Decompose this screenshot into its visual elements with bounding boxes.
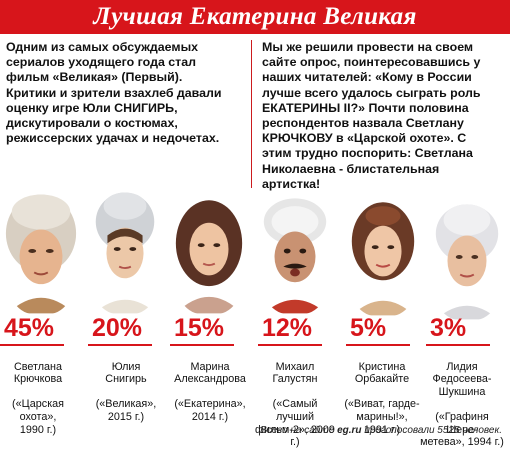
percent-underline xyxy=(170,344,234,346)
result-percent: 45% xyxy=(4,314,55,342)
result-percent: 5% xyxy=(350,314,387,342)
result-caption: Михаил Галустян («Самый лучший фильм-2»,… xyxy=(252,348,338,461)
film-credit: («Екатерина», 2014 г.) xyxy=(174,398,246,423)
actress-name: Светлана Крючкова xyxy=(13,360,63,386)
intro-left-text: Одним из самых обсуждаемых сериалов уход… xyxy=(6,40,222,146)
footer-prefix: Всего на сайте xyxy=(260,425,338,436)
result-percent: 3% xyxy=(430,314,467,342)
kristina-orbakaite-photo xyxy=(344,190,422,316)
film-credit: («Царская охота», 1990 г.) xyxy=(11,398,65,436)
result-caption: Юлия Снигирь («Великая», 2015 г.) xyxy=(86,348,166,436)
percent-underline xyxy=(0,344,64,346)
result-percent: 15% xyxy=(174,314,225,342)
yulia-snigir-photo xyxy=(86,188,164,314)
percent-underline xyxy=(258,344,322,346)
vote-count-note: Всего на сайте eg.ru проголосовали 5525 … xyxy=(260,425,502,436)
actress-name: Кристина Орбакайте xyxy=(354,360,410,386)
result-caption: Кристина Орбакайте («Виват, гарде- марин… xyxy=(340,348,424,449)
page-title: Лучшая Екатерина Великая xyxy=(93,3,417,30)
result-percent: 12% xyxy=(262,314,313,342)
intro-right-text: Мы же решили провести на своем сайте опр… xyxy=(262,40,481,191)
mikhail-galustyan-photo xyxy=(256,188,334,314)
result-caption: Лидия Федосеева- Шукшина («Графиня Шере-… xyxy=(420,348,504,461)
film-credit: («Великая», 2015 г.) xyxy=(95,398,157,423)
film-credit: («Самый лучший фильм-2», 2009 г.) xyxy=(255,398,335,449)
result-percent: 20% xyxy=(92,314,143,342)
marina-alexandrova-photo xyxy=(170,188,248,314)
lidia-fedoseeva-photo xyxy=(428,194,506,320)
percent-underline xyxy=(88,344,152,346)
intro-left-column: Одним из самых обсуждаемых сериалов уход… xyxy=(6,40,246,146)
header-banner: Лучшая Екатерина Великая xyxy=(0,0,510,34)
intro-right-column: Мы же решили провести на своем сайте опр… xyxy=(262,40,506,192)
actress-name: Лидия Федосеева- Шукшина xyxy=(432,360,492,398)
actress-name: Михаил Галустян xyxy=(272,360,318,386)
percent-underline xyxy=(426,344,490,346)
percent-underline xyxy=(346,344,410,346)
site-link[interactable]: eg.ru xyxy=(337,425,362,436)
column-divider xyxy=(251,40,252,188)
actress-name: Юлия Снигирь xyxy=(105,360,147,386)
actress-name: Марина Александрова xyxy=(174,360,246,386)
result-caption: Светлана Крючкова («Царская охота», 1990… xyxy=(0,348,78,449)
footer-suffix: проголосовали 5525 человек. xyxy=(361,425,502,436)
result-caption: Марина Александрова («Екатерина», 2014 г… xyxy=(168,348,252,436)
svetlana-kryuchkova-photo xyxy=(2,188,80,314)
film-credit: («Виват, гарде- марины!», 1991 г.) xyxy=(344,398,420,436)
